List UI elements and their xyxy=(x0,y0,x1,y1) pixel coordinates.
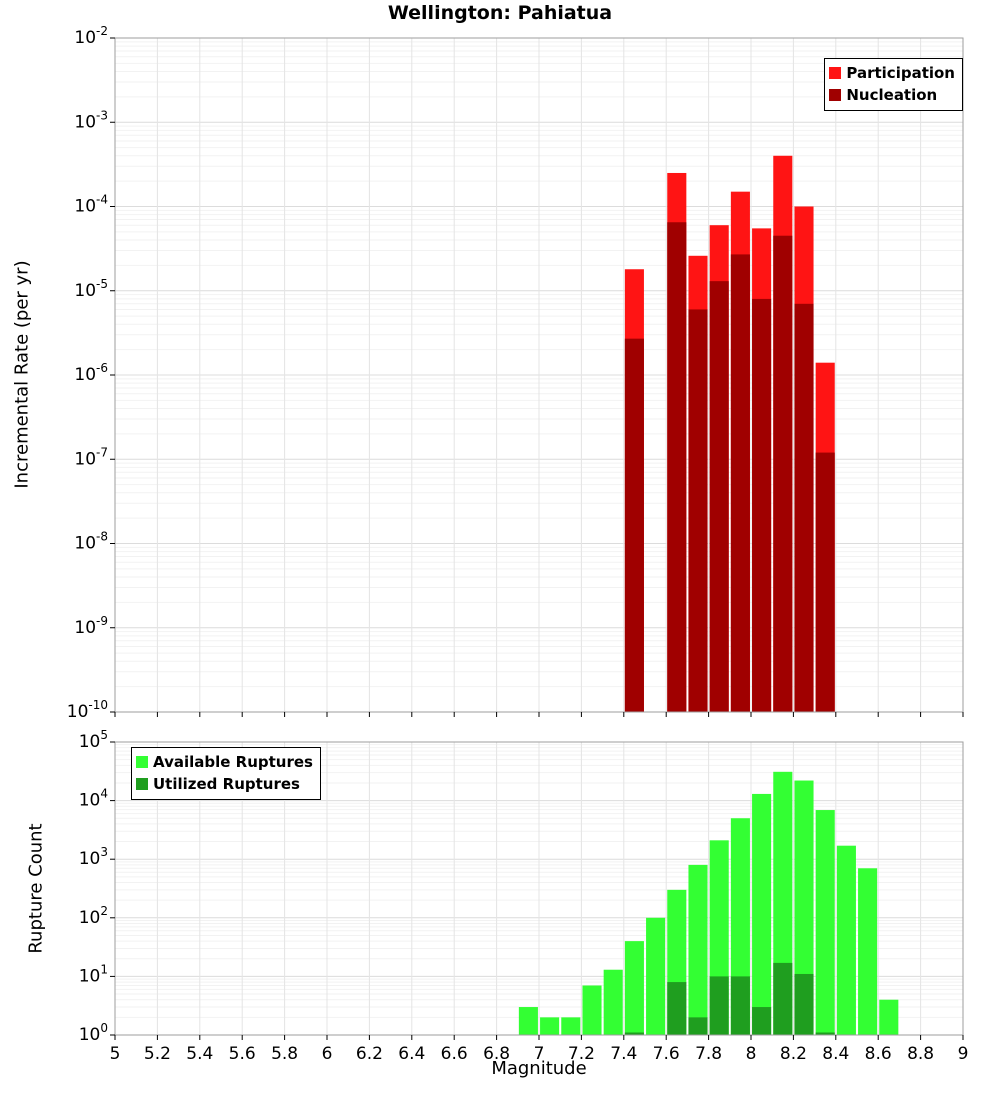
svg-text:7.2: 7.2 xyxy=(568,1044,595,1064)
svg-text:7.6: 7.6 xyxy=(653,1044,680,1064)
svg-text:10-7: 10-7 xyxy=(74,445,108,469)
svg-text:5.4: 5.4 xyxy=(186,1044,213,1064)
legend-item-utilized: Utilized Ruptures xyxy=(136,773,313,795)
svg-text:10-3: 10-3 xyxy=(74,108,108,132)
svg-text:104: 104 xyxy=(79,787,108,811)
svg-text:5: 5 xyxy=(110,1044,121,1064)
svg-text:8.4: 8.4 xyxy=(822,1044,849,1064)
legend-label-available: Available Ruptures xyxy=(153,753,313,771)
svg-text:10-2: 10-2 xyxy=(74,24,108,48)
legend-label-utilized: Utilized Ruptures xyxy=(153,775,300,793)
utilized-ruptures-swatch-icon xyxy=(136,778,148,790)
legend-item-participation: Participation xyxy=(829,62,955,84)
svg-text:100: 100 xyxy=(79,1021,108,1045)
svg-text:10-5: 10-5 xyxy=(74,277,108,301)
svg-text:6.6: 6.6 xyxy=(441,1044,468,1064)
svg-text:9: 9 xyxy=(958,1044,969,1064)
svg-text:105: 105 xyxy=(79,728,108,752)
svg-text:10-8: 10-8 xyxy=(74,530,108,554)
svg-text:103: 103 xyxy=(79,845,108,869)
available-ruptures-swatch-icon xyxy=(136,756,148,768)
svg-text:5.8: 5.8 xyxy=(271,1044,298,1064)
svg-text:7.8: 7.8 xyxy=(695,1044,722,1064)
svg-text:6.8: 6.8 xyxy=(483,1044,510,1064)
svg-text:7: 7 xyxy=(534,1044,545,1064)
svg-text:8.2: 8.2 xyxy=(780,1044,807,1064)
svg-text:10-9: 10-9 xyxy=(74,614,108,638)
chart-title: Wellington: Pahiatua xyxy=(387,2,613,24)
count-legend: Available Ruptures Utilized Ruptures xyxy=(131,747,321,800)
legend-item-nucleation: Nucleation xyxy=(829,84,955,106)
svg-text:10-10: 10-10 xyxy=(67,698,108,722)
svg-text:102: 102 xyxy=(79,904,108,928)
participation-swatch-icon xyxy=(829,67,842,79)
svg-text:7.4: 7.4 xyxy=(610,1044,637,1064)
rate-axis-label: Incremental Rate (per yr) xyxy=(11,260,33,489)
svg-text:5.2: 5.2 xyxy=(144,1044,171,1064)
svg-text:101: 101 xyxy=(79,962,108,986)
nucleation-swatch-icon xyxy=(829,89,842,101)
svg-text:5.6: 5.6 xyxy=(229,1044,256,1064)
rate-legend: Participation Nucleation xyxy=(824,58,963,111)
legend-label-nucleation: Nucleation xyxy=(846,86,938,104)
svg-text:6: 6 xyxy=(322,1044,333,1064)
legend-label-participation: Participation xyxy=(846,64,955,82)
svg-text:6.2: 6.2 xyxy=(356,1044,383,1064)
count-axis-label: Rupture Count xyxy=(25,823,47,954)
svg-text:10-6: 10-6 xyxy=(74,361,108,385)
svg-text:8.6: 8.6 xyxy=(865,1044,892,1064)
svg-text:10-4: 10-4 xyxy=(74,193,108,217)
svg-text:8: 8 xyxy=(746,1044,757,1064)
svg-text:6.4: 6.4 xyxy=(398,1044,425,1064)
magnitude-axis-label: Magnitude xyxy=(491,1058,587,1079)
legend-item-available: Available Ruptures xyxy=(136,751,313,773)
svg-text:8.8: 8.8 xyxy=(907,1044,934,1064)
